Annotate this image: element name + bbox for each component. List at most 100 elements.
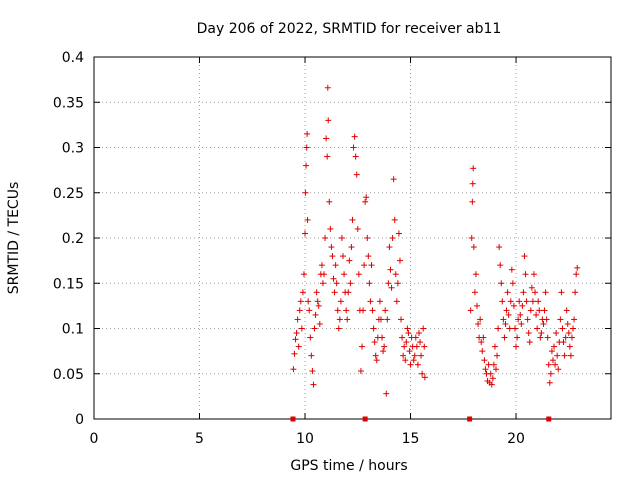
data-point [565,330,572,337]
data-point [509,280,516,287]
data-point [573,271,580,278]
data-point [323,135,330,142]
data-point [395,230,402,237]
data-point [554,352,561,359]
data-point [361,262,368,269]
data-point [343,307,350,314]
data-point [574,264,581,271]
data-point [346,257,353,264]
data-point [354,225,361,232]
data-point [551,343,558,350]
data-point [353,171,360,178]
data-point [500,316,507,323]
data-point [467,307,474,314]
data-point [563,307,570,314]
data-point [523,298,530,305]
data-point [388,284,395,291]
data-point [545,361,552,368]
data-point [502,320,509,327]
data-point [376,298,383,305]
data-point [331,289,338,296]
data-point [306,307,313,314]
data-point [329,253,336,260]
data-point [381,343,388,350]
data-point [371,339,378,346]
data-point [351,133,358,140]
data-point [314,298,321,305]
data-point [567,352,574,359]
data-point [540,320,547,327]
data-point [366,280,373,287]
data-point [360,307,367,314]
data-point [485,361,492,368]
data-point [535,298,542,305]
data-point [570,325,577,332]
data-point [303,162,310,169]
data-point [504,289,511,296]
data-point [559,325,566,332]
data-point [477,316,484,323]
data-point [558,289,565,296]
data-point [499,298,506,305]
data-point [377,316,384,323]
data-point [337,298,344,305]
data-point [515,316,522,323]
data-point [307,334,314,341]
data-point [304,216,311,223]
data-point [510,302,517,309]
data-point [364,235,371,241]
data-point [553,330,560,337]
data-point [355,271,362,278]
data-point [412,334,419,341]
data-point [475,320,482,327]
data-point [326,198,333,205]
data-point [511,325,518,332]
data-point [572,289,579,296]
data-point [527,307,534,314]
data-point [304,130,311,137]
data-point [546,379,553,386]
data-point [291,350,298,357]
data-point [372,352,379,359]
chart-title: Day 206 of 2022, SRMTID for receiver ab1… [197,21,502,37]
y-tick-label: 0.3 [62,141,84,157]
data-point [383,390,390,397]
data-point [478,339,485,346]
data-point [564,320,571,327]
data-point [526,339,533,346]
data-point [542,289,549,296]
x-tick-label: 0 [90,431,99,447]
data-point [325,117,332,124]
data-point [560,339,567,346]
data-point [302,230,309,237]
data-point [349,216,356,223]
data-point [474,302,481,309]
data-point [296,307,303,314]
data-point [410,357,417,364]
data-point [340,253,347,260]
data-point [318,262,325,269]
data-point [345,289,352,296]
data-point [338,235,345,241]
data-point [312,311,319,318]
data-point [419,370,426,377]
data-point [396,257,403,264]
data-point [365,253,372,260]
data-point [367,298,374,305]
y-tick-label: 0.4 [62,50,84,66]
gap-marker [290,416,296,422]
gap-marker [362,416,368,422]
data-point [394,280,401,287]
data-point [344,316,351,323]
data-point [479,348,486,355]
data-point [316,320,323,327]
data-point [370,325,377,332]
data-point [489,375,496,382]
data-point [390,176,397,183]
data-point [328,244,335,251]
data-point [516,298,523,305]
data-point [298,325,305,332]
data-point [562,334,569,341]
data-points [290,84,581,397]
data-point [537,334,544,341]
